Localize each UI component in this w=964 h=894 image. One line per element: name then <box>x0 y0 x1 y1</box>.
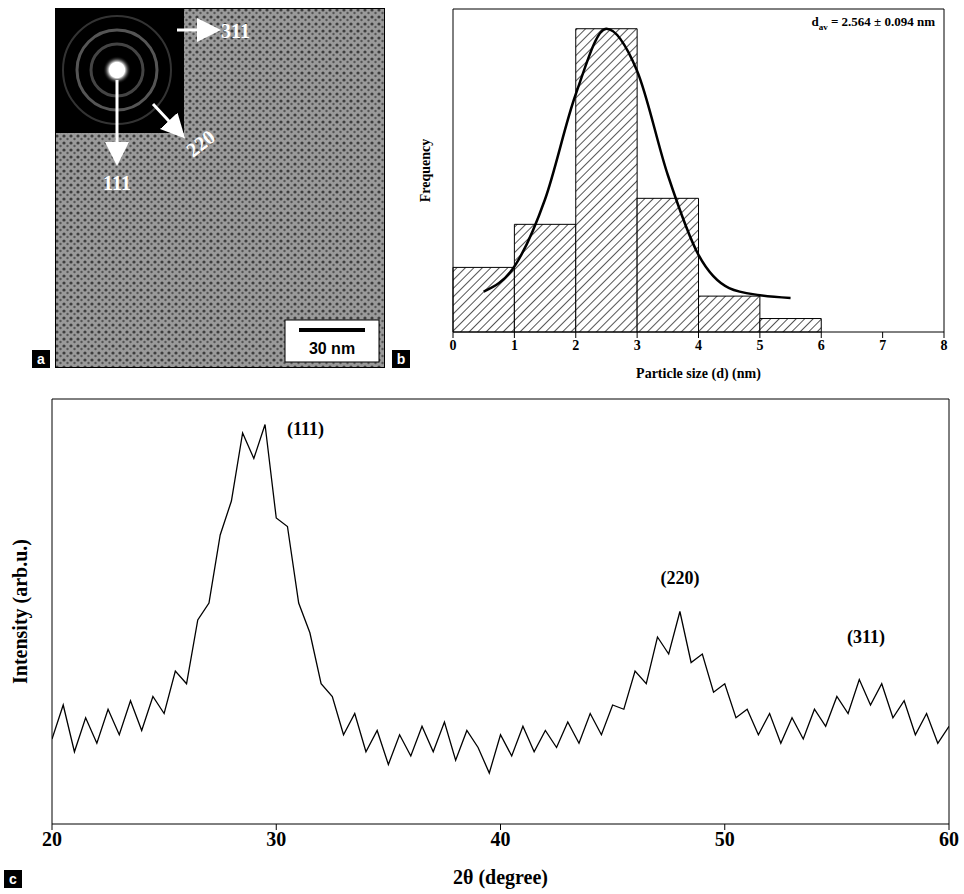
svg-text:60: 60 <box>939 828 959 850</box>
html-text:dav= 2.564 ± 0.094 nm: dav= 2.564 ± 0.094 nm <box>811 14 935 32</box>
svg-text:0: 0 <box>450 338 457 353</box>
svg-text:Particle size (d) (nm): Particle size (d) (nm) <box>636 366 761 382</box>
svg-text:111: 111 <box>103 172 131 194</box>
svg-text:6: 6 <box>818 338 825 353</box>
html-text:b: b <box>396 351 406 367</box>
svg-text:4: 4 <box>695 338 702 353</box>
svg-text:1: 1 <box>511 338 518 353</box>
svg-text:2θ (degree): 2θ (degree) <box>453 866 548 889</box>
svg-text:30: 30 <box>266 828 286 850</box>
svg-text:(111): (111) <box>287 419 324 440</box>
svg-text:5: 5 <box>756 338 763 353</box>
svg-text:220: 220 <box>182 125 219 161</box>
svg-text:8: 8 <box>941 338 948 353</box>
svg-text:Intensity (arb.u.): Intensity (arb.u.) <box>9 539 32 684</box>
svg-text:2: 2 <box>572 338 579 353</box>
svg-text:20: 20 <box>42 828 62 850</box>
html-text:c: c <box>9 871 17 887</box>
svg-text:(311): (311) <box>847 627 885 648</box>
svg-text:7: 7 <box>879 338 886 353</box>
html-text:a: a <box>37 351 45 367</box>
svg-text:Frequency: Frequency <box>418 139 433 203</box>
svg-text:311: 311 <box>221 20 250 42</box>
svg-text:(220): (220) <box>660 568 699 589</box>
svg-text:3: 3 <box>634 338 641 353</box>
svg-text:50: 50 <box>715 828 735 850</box>
svg-text:30 nm: 30 nm <box>309 340 355 357</box>
svg-text:40: 40 <box>491 828 511 850</box>
